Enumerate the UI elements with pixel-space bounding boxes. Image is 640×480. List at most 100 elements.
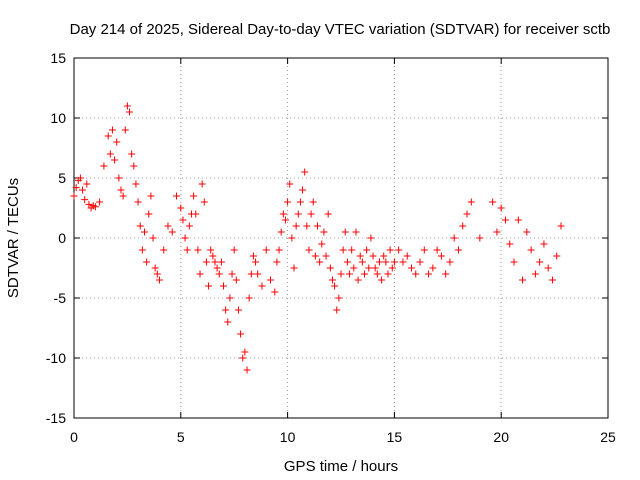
data-point — [506, 240, 514, 248]
data-point — [134, 198, 142, 206]
data-point — [433, 246, 441, 254]
data-point — [194, 246, 202, 254]
y-axis: -15 -10 -5 0 5 10 15 — [46, 50, 608, 426]
data-point — [337, 270, 345, 278]
data-point — [228, 270, 236, 278]
data-point — [200, 198, 208, 206]
data-point — [358, 258, 366, 266]
data-point — [301, 168, 309, 176]
data-point — [476, 234, 484, 242]
data-point — [205, 282, 213, 290]
data-point — [211, 258, 219, 266]
data-point — [378, 276, 386, 284]
data-point — [190, 192, 198, 200]
data-point — [151, 264, 159, 272]
data-point — [388, 264, 396, 272]
data-point — [224, 318, 232, 326]
data-point — [343, 258, 351, 266]
y-tick-label: -10 — [46, 350, 66, 366]
y-tick-label: 0 — [58, 230, 66, 246]
data-point — [350, 264, 358, 272]
data-point — [333, 306, 341, 314]
data-point — [497, 204, 505, 212]
data-point — [173, 192, 181, 200]
y-axis-title: SDTVAR / TECUs — [5, 178, 22, 298]
x-tick-label: 20 — [493, 429, 509, 445]
data-point — [395, 246, 403, 254]
chart-title: Day 214 of 2025, Sidereal Day-to-day VTE… — [70, 21, 611, 38]
y-tick-label: 15 — [50, 50, 66, 66]
data-point — [247, 270, 255, 278]
data-point — [463, 210, 471, 218]
data-point — [273, 258, 281, 266]
data-point — [252, 258, 260, 266]
data-point — [281, 216, 289, 224]
data-point — [303, 222, 311, 230]
data-point — [354, 276, 362, 284]
data-point — [143, 258, 151, 266]
data-point — [429, 264, 437, 272]
x-tick-label: 0 — [70, 429, 78, 445]
data-point — [271, 288, 279, 296]
data-point — [510, 258, 518, 266]
data-point — [288, 234, 296, 242]
data-point — [243, 366, 251, 374]
data-point — [292, 222, 300, 230]
data-point — [277, 228, 285, 236]
data-point — [275, 246, 283, 254]
data-point — [341, 228, 349, 236]
data-point — [328, 276, 336, 284]
x-tick-label: 5 — [177, 429, 185, 445]
data-point — [262, 246, 270, 254]
data-point — [115, 174, 123, 182]
data-point — [290, 264, 298, 272]
data-point — [536, 258, 544, 266]
data-point — [217, 258, 225, 266]
data-point — [318, 240, 326, 248]
data-point — [403, 252, 411, 260]
data-point — [390, 258, 398, 266]
data-point — [209, 252, 217, 260]
data-point — [245, 294, 253, 302]
data-point — [367, 234, 375, 242]
data-point — [284, 198, 292, 206]
data-point — [198, 180, 206, 188]
data-point — [296, 198, 304, 206]
data-point — [234, 306, 242, 314]
y-tick-label: 5 — [58, 170, 66, 186]
data-point — [130, 162, 138, 170]
data-point — [442, 270, 450, 278]
data-point — [407, 264, 415, 272]
data-point — [232, 276, 240, 284]
data-point — [399, 258, 407, 266]
data-point — [136, 222, 144, 230]
data-point — [85, 200, 93, 208]
data-point — [196, 270, 204, 278]
data-point — [121, 126, 129, 134]
data-point — [91, 203, 99, 211]
data-point — [459, 222, 467, 230]
data-point — [239, 354, 247, 362]
data-point — [514, 216, 522, 224]
data-point — [450, 234, 458, 242]
data-series — [70, 102, 565, 374]
data-point — [299, 186, 307, 194]
data-point — [230, 246, 238, 254]
data-point — [322, 252, 330, 260]
data-point — [254, 270, 262, 278]
data-point — [365, 264, 373, 272]
data-point — [267, 276, 275, 284]
data-point — [147, 192, 155, 200]
data-point — [454, 246, 462, 254]
data-point — [311, 252, 319, 260]
data-point — [100, 162, 108, 170]
data-point — [380, 252, 388, 260]
data-point — [76, 174, 84, 182]
data-point — [369, 252, 377, 260]
data-point — [446, 258, 454, 266]
data-point — [557, 222, 565, 230]
y-tick-label: 10 — [50, 110, 66, 126]
data-point — [324, 210, 332, 218]
data-point — [181, 234, 189, 242]
data-point — [416, 258, 424, 266]
